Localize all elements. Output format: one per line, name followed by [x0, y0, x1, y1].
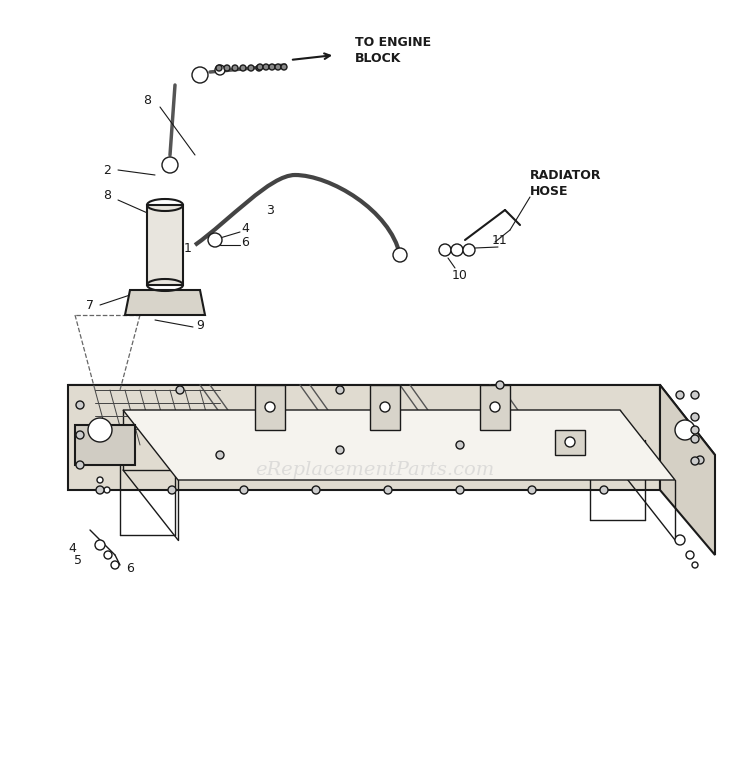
Circle shape: [565, 437, 575, 447]
Circle shape: [216, 65, 222, 71]
Circle shape: [76, 401, 84, 409]
Circle shape: [168, 486, 176, 494]
Text: 4: 4: [241, 222, 249, 235]
Circle shape: [691, 391, 699, 399]
Polygon shape: [75, 425, 135, 465]
Text: 8: 8: [103, 188, 111, 201]
Text: 10: 10: [452, 268, 468, 281]
Circle shape: [496, 381, 504, 389]
Circle shape: [696, 456, 704, 464]
Circle shape: [208, 233, 222, 247]
Circle shape: [686, 551, 694, 559]
Circle shape: [600, 486, 608, 494]
Circle shape: [384, 486, 392, 494]
Text: TO ENGINE: TO ENGINE: [355, 36, 431, 49]
Circle shape: [275, 64, 281, 70]
Text: BLOCK: BLOCK: [355, 52, 401, 65]
Circle shape: [176, 386, 184, 394]
Circle shape: [675, 535, 685, 545]
Circle shape: [104, 551, 112, 559]
Text: 8: 8: [143, 94, 151, 107]
Circle shape: [463, 244, 475, 256]
Text: 2: 2: [103, 164, 111, 177]
Circle shape: [95, 540, 105, 550]
Circle shape: [691, 435, 699, 443]
Circle shape: [490, 402, 500, 412]
Text: 1: 1: [184, 242, 192, 255]
Circle shape: [456, 486, 464, 494]
Circle shape: [224, 65, 230, 71]
Circle shape: [691, 413, 699, 421]
Polygon shape: [123, 410, 675, 480]
Circle shape: [240, 65, 246, 71]
Circle shape: [312, 486, 320, 494]
Circle shape: [336, 386, 344, 394]
Circle shape: [676, 391, 684, 399]
Circle shape: [240, 486, 248, 494]
Polygon shape: [147, 205, 183, 285]
Text: 6: 6: [241, 235, 249, 248]
Polygon shape: [370, 385, 400, 430]
Circle shape: [257, 64, 263, 70]
Circle shape: [88, 418, 112, 442]
Circle shape: [456, 441, 464, 449]
Circle shape: [256, 65, 262, 71]
Text: RADIATOR: RADIATOR: [530, 168, 602, 181]
Polygon shape: [68, 385, 660, 490]
Circle shape: [439, 244, 451, 256]
Circle shape: [111, 561, 119, 569]
Text: 11: 11: [492, 233, 508, 246]
Text: 5: 5: [196, 303, 204, 316]
Circle shape: [104, 487, 110, 493]
Circle shape: [393, 248, 407, 262]
Text: 3: 3: [266, 203, 274, 216]
Circle shape: [76, 431, 84, 439]
Text: 4: 4: [68, 542, 76, 555]
Text: 9: 9: [196, 319, 204, 331]
Circle shape: [215, 65, 225, 75]
Text: 5: 5: [74, 553, 82, 566]
Circle shape: [162, 157, 178, 173]
Circle shape: [675, 420, 695, 440]
Circle shape: [96, 486, 104, 494]
Circle shape: [265, 402, 275, 412]
Polygon shape: [125, 290, 205, 315]
Circle shape: [692, 562, 698, 568]
Text: 6: 6: [126, 562, 134, 575]
Circle shape: [216, 451, 224, 459]
Polygon shape: [555, 430, 585, 455]
Circle shape: [232, 65, 238, 71]
Circle shape: [451, 244, 463, 256]
Circle shape: [336, 446, 344, 454]
Circle shape: [691, 426, 699, 434]
Circle shape: [528, 486, 536, 494]
Polygon shape: [480, 385, 510, 430]
Polygon shape: [255, 385, 285, 430]
Text: 7: 7: [86, 299, 94, 312]
Circle shape: [97, 477, 103, 483]
Circle shape: [269, 64, 275, 70]
Text: HOSE: HOSE: [530, 184, 568, 197]
Circle shape: [281, 64, 287, 70]
Text: eReplacementParts.com: eReplacementParts.com: [255, 461, 494, 479]
Circle shape: [192, 67, 208, 83]
Circle shape: [263, 64, 269, 70]
Circle shape: [380, 402, 390, 412]
Polygon shape: [68, 385, 715, 455]
Circle shape: [76, 461, 84, 469]
Circle shape: [691, 457, 699, 465]
Polygon shape: [660, 385, 715, 555]
Circle shape: [248, 65, 254, 71]
